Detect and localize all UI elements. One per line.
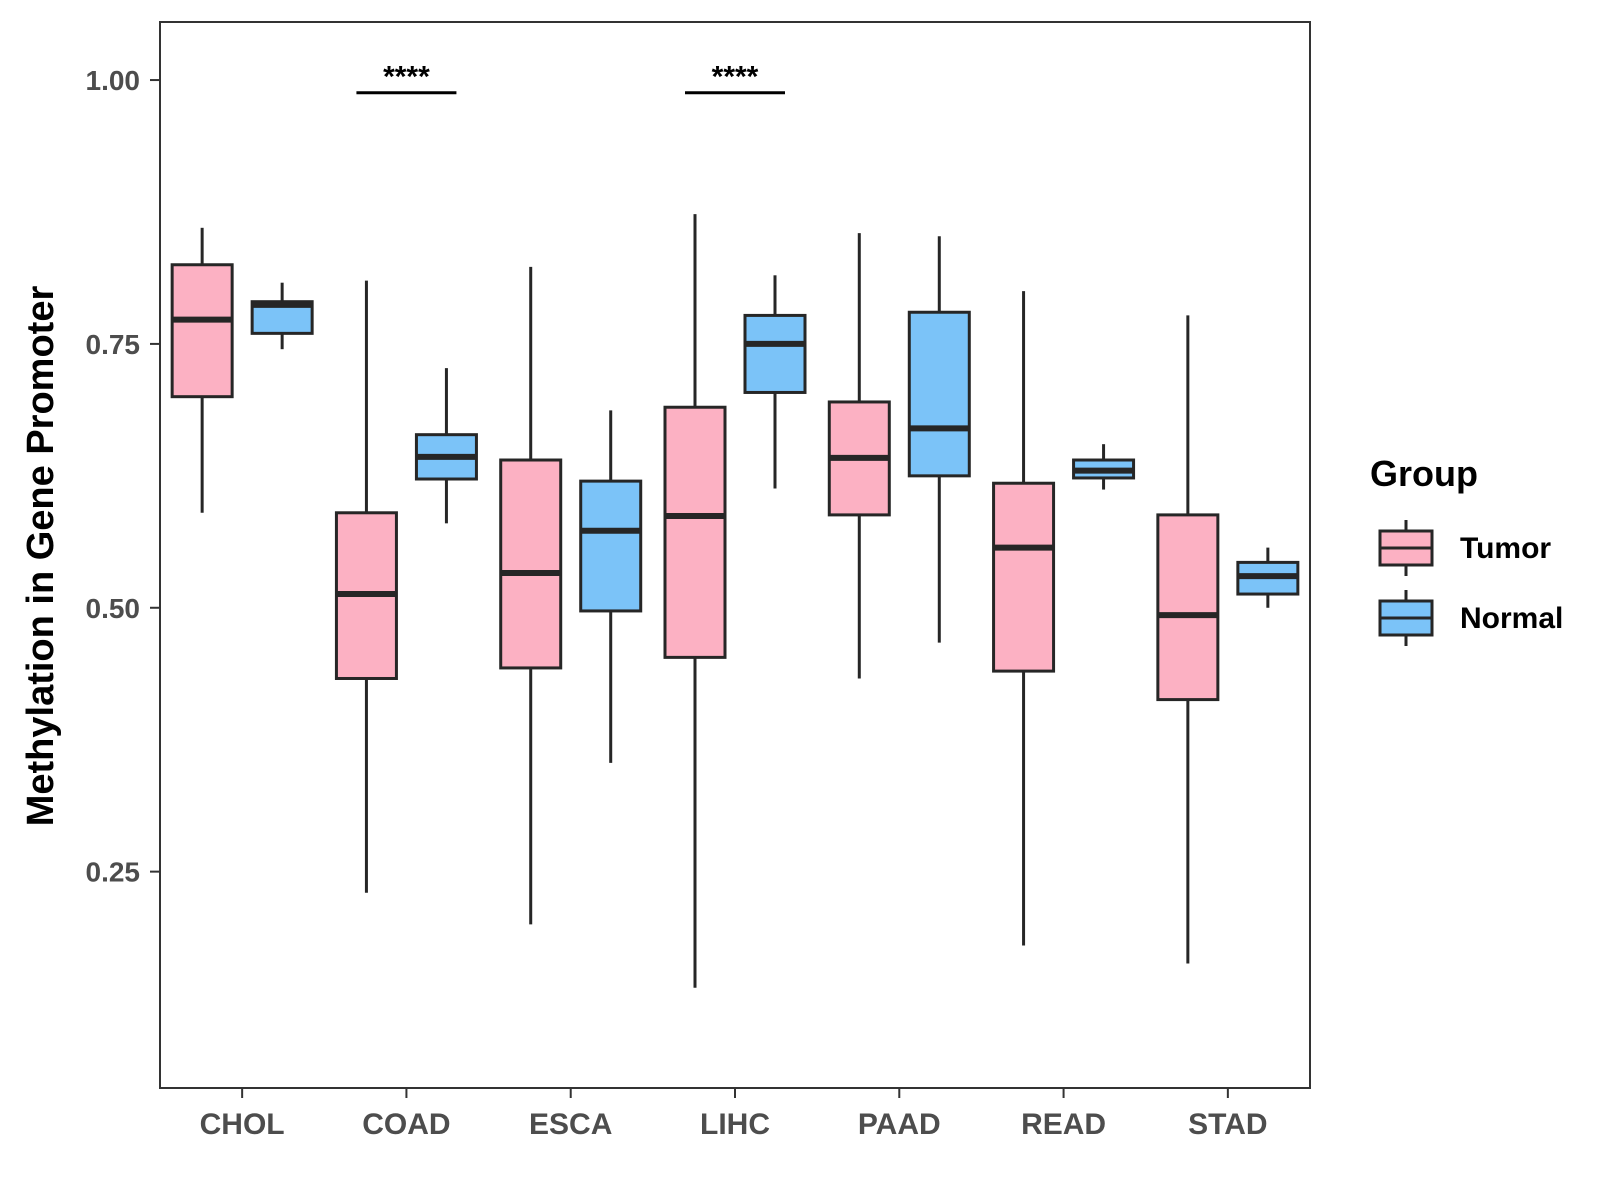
legend-label: Tumor	[1460, 532, 1551, 565]
plot-panel	[159, 21, 1311, 1089]
box-body	[663, 405, 727, 659]
x-axis: CHOL COAD ESCA LIHC PAAD READ STAD	[200, 1088, 1268, 1141]
x-tick-label: COAD	[362, 1108, 450, 1141]
box-tumor-paad	[827, 233, 891, 679]
legend-item-tumor: Tumor	[1378, 520, 1551, 576]
box-body	[992, 481, 1056, 673]
y-tick-label: 0.25	[86, 857, 141, 888]
significance-label: ****	[712, 61, 759, 94]
y-tick-label: 0.75	[86, 329, 141, 360]
box-body	[499, 458, 563, 670]
legend-item-normal: Normal	[1378, 590, 1563, 646]
box-normal-stad	[1236, 547, 1300, 608]
x-tick-label: ESCA	[529, 1108, 612, 1141]
x-tick-label: READ	[1021, 1108, 1106, 1141]
box-normal-esca	[579, 410, 643, 763]
box-body	[579, 479, 643, 613]
box-tumor-chol	[170, 227, 234, 513]
box-tumor-coad	[334, 280, 398, 893]
y-axis-title: Methylation in Gene Promoter	[20, 286, 62, 827]
y-axis: 0.25 0.50 0.75 1.00	[86, 65, 160, 888]
box-tumor-stad	[1156, 315, 1220, 964]
box-body	[170, 263, 234, 399]
x-tick-label: LIHC	[700, 1108, 770, 1141]
significance-label: ****	[383, 61, 430, 94]
box-normal-lihc	[743, 275, 807, 489]
legend-label: Normal	[1460, 602, 1563, 635]
box-tumor-esca	[499, 266, 563, 925]
significance-annotations: **** ****	[356, 61, 785, 95]
box-body	[907, 310, 971, 478]
box-body	[743, 313, 807, 394]
box-group	[170, 214, 1300, 988]
legend-title: Group	[1370, 453, 1478, 494]
x-tick-label: PAAD	[858, 1108, 941, 1141]
box-normal-read	[1072, 444, 1136, 490]
box-normal-chol	[250, 282, 314, 350]
y-tick-label: 0.50	[86, 593, 141, 624]
x-tick-label: STAD	[1188, 1108, 1267, 1141]
y-tick-label: 1.00	[86, 65, 141, 96]
box-tumor-lihc	[663, 214, 727, 988]
box-tumor-read	[992, 291, 1056, 946]
legend: Group Tumor Normal	[1370, 453, 1563, 646]
box-body	[1156, 513, 1220, 702]
x-tick-label: CHOL	[200, 1108, 285, 1141]
box-normal-paad	[907, 236, 971, 643]
box-normal-coad	[414, 368, 478, 524]
